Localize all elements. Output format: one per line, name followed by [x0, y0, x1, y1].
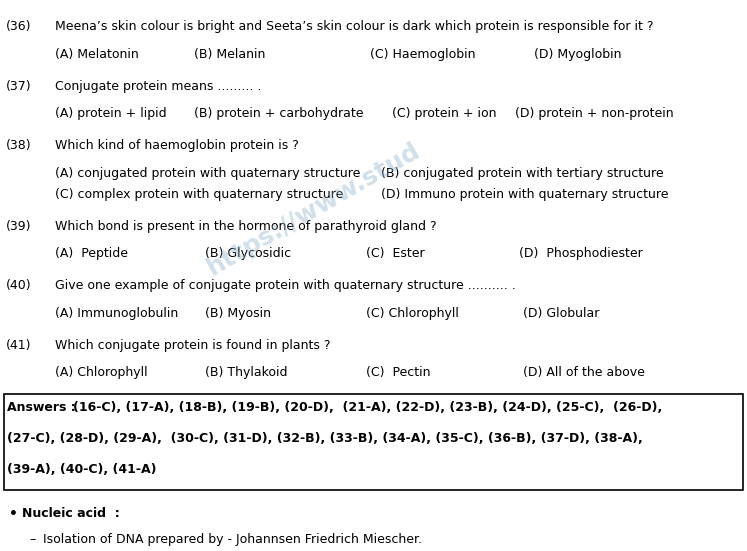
- Text: (D) protein + non-protein: (D) protein + non-protein: [515, 107, 674, 121]
- FancyBboxPatch shape: [4, 394, 743, 490]
- Text: (C) Chlorophyll: (C) Chlorophyll: [366, 307, 459, 320]
- Text: (36): (36): [6, 20, 31, 34]
- Text: (27-C), (28-D), (29-A),  (30-C), (31-D), (32-B), (33-B), (34-A), (35-C), (36-B),: (27-C), (28-D), (29-A), (30-C), (31-D), …: [7, 432, 643, 445]
- Text: (38): (38): [6, 139, 31, 153]
- Text: (B) Glycosidic: (B) Glycosidic: [205, 247, 291, 261]
- Text: (B) Thylakoid: (B) Thylakoid: [205, 366, 288, 380]
- Text: (C) Haemoglobin: (C) Haemoglobin: [370, 48, 475, 61]
- Text: https://www.stud: https://www.stud: [203, 138, 424, 280]
- Text: (37): (37): [6, 80, 31, 93]
- Text: Give one example of conjugate protein with quaternary structure .......... .: Give one example of conjugate protein wi…: [55, 279, 516, 293]
- Text: Which bond is present in the hormone of parathyroid gland ?: Which bond is present in the hormone of …: [55, 220, 437, 233]
- Text: (A)  Peptide: (A) Peptide: [55, 247, 128, 261]
- Text: –: –: [30, 533, 36, 547]
- Text: (B) protein + carbohydrate: (B) protein + carbohydrate: [194, 107, 364, 121]
- Text: (D) Globular: (D) Globular: [523, 307, 599, 320]
- Text: Which kind of haemoglobin protein is ?: Which kind of haemoglobin protein is ?: [55, 139, 299, 153]
- Text: (C) protein + ion: (C) protein + ion: [392, 107, 497, 121]
- Text: Which conjugate protein is found in plants ?: Which conjugate protein is found in plan…: [55, 339, 331, 352]
- Text: (C)  Pectin: (C) Pectin: [366, 366, 430, 380]
- Text: (D)  Phosphodiester: (D) Phosphodiester: [519, 247, 643, 261]
- Text: Isolation of DNA prepared by - Johannsen Friedrich Miescher.: Isolation of DNA prepared by - Johannsen…: [43, 533, 421, 547]
- Text: (A) Immunoglobulin: (A) Immunoglobulin: [55, 307, 179, 320]
- Text: (D) All of the above: (D) All of the above: [523, 366, 645, 380]
- Text: (41): (41): [6, 339, 31, 352]
- Text: (B) Melanin: (B) Melanin: [194, 48, 266, 61]
- Text: (16-C), (17-A), (18-B), (19-B), (20-D),  (21-A), (22-D), (23-B), (24-D), (25-C),: (16-C), (17-A), (18-B), (19-B), (20-D), …: [73, 401, 663, 414]
- Text: (D) Immuno protein with quaternary structure: (D) Immuno protein with quaternary struc…: [381, 188, 669, 201]
- Text: (C)  Ester: (C) Ester: [366, 247, 424, 261]
- Text: (40): (40): [6, 279, 31, 293]
- Text: (A) Melatonin: (A) Melatonin: [55, 48, 139, 61]
- Text: Conjugate protein means ......... .: Conjugate protein means ......... .: [55, 80, 261, 93]
- Text: Nucleic acid  :: Nucleic acid :: [22, 507, 120, 520]
- Text: (A) conjugated protein with quaternary structure: (A) conjugated protein with quaternary s…: [55, 167, 361, 180]
- Text: (39-A), (40-C), (41-A): (39-A), (40-C), (41-A): [7, 463, 157, 477]
- Text: •: •: [9, 507, 18, 521]
- Text: (A) Chlorophyll: (A) Chlorophyll: [55, 366, 148, 380]
- Text: (B) Myosin: (B) Myosin: [205, 307, 271, 320]
- Text: Meena’s skin colour is bright and Seeta’s skin colour is dark which protein is r: Meena’s skin colour is bright and Seeta’…: [55, 20, 654, 34]
- Text: (A) protein + lipid: (A) protein + lipid: [55, 107, 167, 121]
- Text: Answers :: Answers :: [7, 401, 81, 414]
- Text: (39): (39): [6, 220, 31, 233]
- Text: (B) conjugated protein with tertiary structure: (B) conjugated protein with tertiary str…: [381, 167, 663, 180]
- Text: (D) Myoglobin: (D) Myoglobin: [534, 48, 622, 61]
- Text: (C) complex protein with quaternary structure: (C) complex protein with quaternary stru…: [55, 188, 344, 201]
